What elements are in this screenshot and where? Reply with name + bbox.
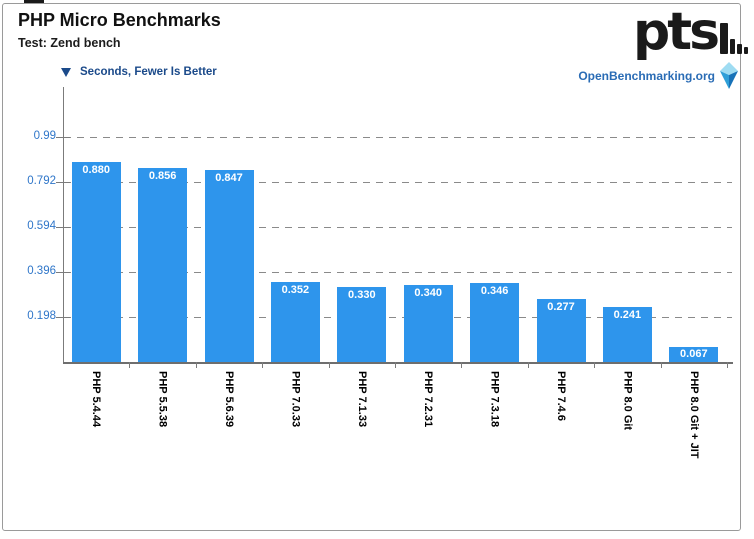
x-tick-mark xyxy=(129,362,131,368)
x-axis-line xyxy=(63,362,733,364)
category-label: PHP 5.4.44 xyxy=(90,371,103,428)
y-tick-mark xyxy=(56,227,70,228)
bar: 0.241 xyxy=(602,307,652,362)
x-tick-mark xyxy=(395,362,396,368)
legend-text: Seconds, Fewer Is Better xyxy=(80,66,217,78)
bar: 0.352 xyxy=(270,282,320,362)
chart-title: PHP Micro Benchmarks xyxy=(18,10,221,30)
bar: 0.847 xyxy=(204,169,254,362)
pts-logo-text: pts xyxy=(633,2,720,62)
y-tick-label: 0.792 xyxy=(27,175,56,187)
pts-logo: pts xyxy=(633,2,749,62)
chart-panel xyxy=(2,3,741,531)
gridline xyxy=(64,227,732,228)
category-label: PHP 7.4.6 xyxy=(555,371,567,421)
x-tick-mark xyxy=(262,362,264,368)
bar: 0.346 xyxy=(470,283,520,362)
y-tick-mark xyxy=(56,137,70,138)
y-tick-label: 0.99 xyxy=(33,130,56,142)
x-tick-mark xyxy=(328,362,330,368)
category-label: PHP 7.1.33 xyxy=(355,371,368,428)
bar-value-label: 0.880 xyxy=(82,164,110,176)
y-tick-mark xyxy=(56,272,70,273)
x-tick-mark xyxy=(727,362,728,368)
x-tick-mark xyxy=(195,362,197,368)
y-tick-label: 0.396 xyxy=(27,265,56,277)
bar: 0.880 xyxy=(71,162,121,362)
bar-value-label: 0.352 xyxy=(281,284,310,296)
y-axis-line xyxy=(63,87,64,363)
chart-subtitle: Test: Zend bench xyxy=(18,36,121,50)
bar-value-label: 0.241 xyxy=(613,309,642,322)
category-label: PHP 7.2.31 xyxy=(422,371,435,428)
openbenchmarking-link[interactable]: OpenBenchmarking.org xyxy=(578,62,740,90)
gridline xyxy=(64,272,732,273)
bar-value-label: 0.067 xyxy=(680,347,708,360)
y-tick-label: 0.198 xyxy=(27,310,56,322)
category-label: PHP 8.0 Git + JIT xyxy=(687,371,700,459)
category-label: PHP 7.0.33 xyxy=(289,371,302,428)
gridline xyxy=(64,317,732,318)
category-label: PHP 5.5.38 xyxy=(156,371,169,428)
x-tick-mark xyxy=(461,362,463,368)
bar-value-label: 0.277 xyxy=(547,301,575,313)
fewer-is-better-icon xyxy=(61,67,71,77)
bar-value-label: 0.346 xyxy=(480,285,509,298)
x-tick-mark xyxy=(660,362,662,368)
crop-artifact xyxy=(24,0,44,3)
category-label: PHP 7.3.18 xyxy=(488,371,501,428)
bar-value-label: 0.340 xyxy=(414,286,442,299)
bar: 0.340 xyxy=(403,284,453,362)
gridline xyxy=(64,137,732,138)
bar: 0.277 xyxy=(536,299,586,362)
bar: 0.067 xyxy=(669,346,719,362)
y-tick-mark xyxy=(56,317,70,318)
bar-value-label: 0.856 xyxy=(148,169,177,182)
pts-logo-bars-icon xyxy=(720,22,749,54)
gridline xyxy=(64,182,732,183)
y-tick-label: 0.594 xyxy=(27,220,56,232)
bar: 0.856 xyxy=(138,167,188,362)
category-label: PHP 5.6.39 xyxy=(223,371,235,428)
category-label: PHP 8.0 Git xyxy=(621,371,634,431)
openbenchmarking-text[interactable]: OpenBenchmarking.org xyxy=(578,69,715,83)
bar-value-label: 0.330 xyxy=(348,289,376,301)
chart-legend: Seconds, Fewer Is Better xyxy=(61,66,217,78)
openbenchmarking-gem-icon xyxy=(720,62,738,89)
bar-value-label: 0.847 xyxy=(215,171,243,184)
bar: 0.330 xyxy=(337,287,387,362)
x-tick-mark xyxy=(594,362,596,368)
x-tick-mark xyxy=(527,362,529,368)
y-tick-mark xyxy=(56,182,70,183)
